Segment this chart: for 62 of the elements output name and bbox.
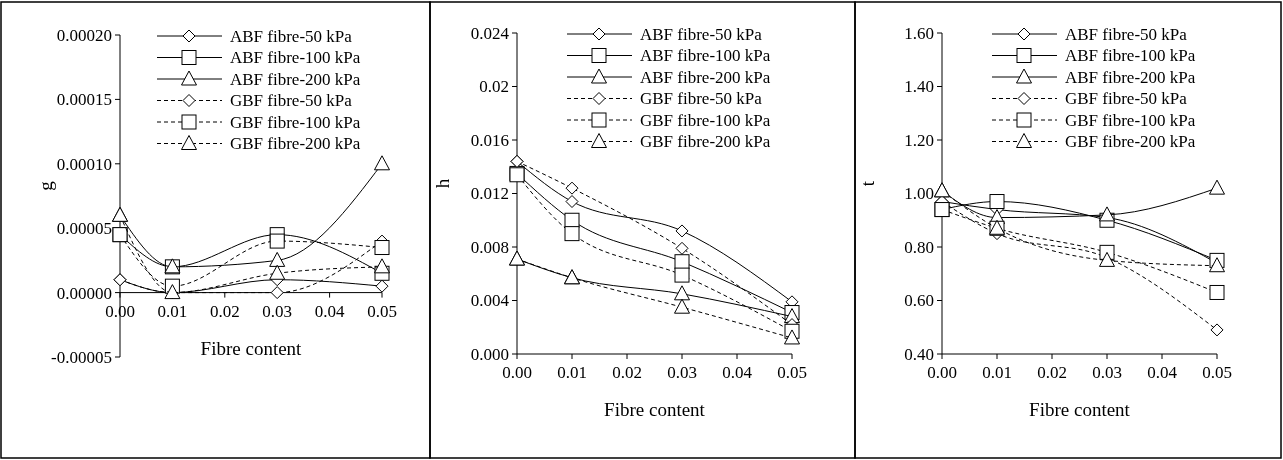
x-tick-label: 0.03	[262, 301, 293, 321]
x-axis-title: Fibre content	[200, 337, 303, 359]
y-tick-label: 0.008	[470, 237, 509, 257]
x-tick-label: 0.04	[722, 363, 753, 382]
legend-label: GBF fibre-50 kPa	[1065, 89, 1188, 109]
legend-label: GBF fibre-50 kPa	[640, 89, 763, 109]
legend-label: ABF fibre-50 kPa	[640, 24, 763, 44]
x-tick-label: 0.05	[367, 301, 397, 321]
x-tick-label: 0.00	[105, 301, 135, 321]
legend-label: GBF fibre-200 kPa	[230, 134, 361, 154]
x-tick-label: 0.02	[1037, 363, 1067, 382]
x-tick-label: 0.04	[1147, 363, 1178, 382]
x-tick-label: 0.03	[1092, 363, 1122, 382]
legend-label: ABF fibre-100 kPa	[230, 48, 361, 68]
legend-label: GBF fibre-100 kPa	[230, 112, 361, 132]
x-tick-label: 0.02	[209, 301, 240, 321]
x-tick-label: 0.05	[1202, 363, 1232, 382]
y-tick-label: -0.00005	[51, 347, 112, 367]
y-tick-label: 0.80	[904, 237, 934, 257]
y-tick-label: 1.60	[904, 23, 934, 43]
legend-label: ABF fibre-200 kPa	[230, 69, 361, 89]
y-axis-title: h	[432, 178, 453, 189]
y-tick-label: 0.00000	[56, 283, 112, 303]
y-tick-label: 0.000	[470, 344, 509, 364]
x-tick-label: 0.05	[777, 363, 807, 382]
legend-label: ABF fibre-100 kPa	[640, 46, 771, 66]
y-tick-label: 0.00015	[56, 90, 112, 110]
y-tick-label: 0.004	[470, 291, 510, 311]
y-tick-label: 0.40	[904, 344, 934, 364]
y-tick-label: 0.00005	[56, 219, 112, 239]
x-tick-label: 0.01	[982, 363, 1012, 382]
legend-label: GBF fibre-100 kPa	[640, 110, 771, 130]
legend-label: ABF fibre-200 kPa	[640, 67, 771, 87]
x-tick-label: 0.00	[927, 363, 957, 382]
x-axis-title: Fibre content	[604, 399, 706, 420]
x-tick-label: 0.01	[557, 363, 587, 382]
y-tick-label: 0.00010	[56, 154, 112, 174]
x-tick-label: 0.02	[612, 363, 642, 382]
legend-label: ABF fibre-50 kPa	[230, 26, 353, 46]
legend-label: ABF fibre-50 kPa	[1065, 24, 1188, 44]
legend-label: GBF fibre-200 kPa	[1065, 132, 1196, 152]
x-tick-label: 0.04	[314, 301, 345, 321]
legend-label: ABF fibre-200 kPa	[1065, 67, 1196, 87]
legend-label: GBF fibre-200 kPa	[640, 132, 771, 152]
legend-label: GBF fibre-100 kPa	[1065, 110, 1196, 130]
x-tick-label: 0.01	[157, 301, 188, 321]
y-tick-label: 0.016	[470, 130, 509, 150]
x-tick-label: 0.03	[667, 363, 697, 382]
y-tick-label: 1.00	[904, 184, 934, 204]
legend-label: ABF fibre-100 kPa	[1065, 46, 1196, 66]
y-tick-label: 1.40	[904, 77, 934, 97]
y-axis-title: g	[35, 180, 56, 191]
legend-label: GBF fibre-50 kPa	[230, 91, 353, 111]
y-tick-label: 0.012	[470, 184, 509, 204]
x-axis-title: Fibre content	[1029, 399, 1131, 420]
y-tick-label: 0.00020	[56, 25, 112, 45]
y-tick-label: 0.60	[904, 291, 934, 311]
y-tick-label: 0.02	[479, 77, 509, 97]
y-tick-label: 0.024	[470, 23, 510, 43]
y-tick-label: 1.20	[904, 130, 934, 150]
x-tick-label: 0.00	[502, 363, 532, 382]
y-axis-title: t	[857, 180, 878, 187]
